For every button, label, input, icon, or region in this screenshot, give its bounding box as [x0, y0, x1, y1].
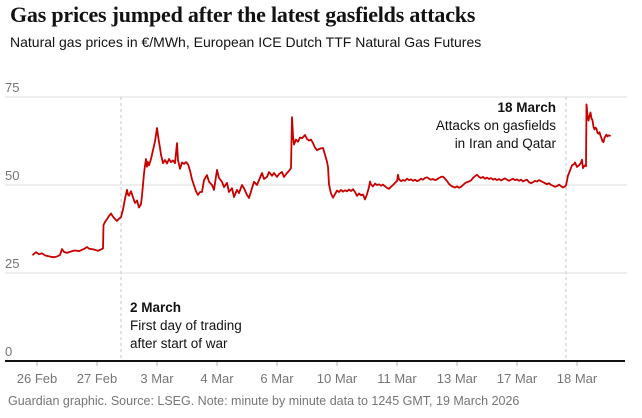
annotation-text: Attacks on gasfields [435, 118, 556, 133]
y-tick-label-50: 50 [5, 168, 20, 183]
annotation-text: First day of trading [130, 318, 242, 333]
x-tick-label: 18 Mar [556, 371, 598, 386]
x-tick-label: 27 Feb [76, 371, 118, 386]
price-series-line [32, 103, 611, 259]
x-tick-label: 3 Mar [140, 371, 174, 386]
chart-subtitle: Natural gas prices in €/MWh, European IC… [10, 34, 482, 50]
y-tick-label-75: 75 [5, 80, 20, 95]
x-tick-label: 13 Mar [436, 371, 478, 386]
x-tick-label: 17 Mar [496, 371, 538, 386]
annotation-2-march: 2 March First day of trading after start… [130, 299, 242, 353]
y-tick-label-0: 0 [5, 344, 13, 359]
y-tick-label-25: 25 [5, 256, 20, 271]
source-note: Guardian graphic. Source: LSEG. Note: mi… [8, 394, 520, 408]
annotation-18-march: 18 March Attacks on gasfields in Iran an… [436, 99, 556, 153]
annotation-text: in Iran and Qatar [454, 136, 556, 151]
x-tick-label: 26 Feb [16, 371, 58, 386]
x-tick-label: 11 Mar [377, 371, 417, 386]
annotation-date: 2 March [130, 300, 182, 315]
x-tick-label: 4 Mar [200, 371, 234, 386]
chart-title: Gas prices jumped after the latest gasfi… [10, 2, 476, 27]
x-tick-label: 10 Mar [316, 371, 358, 386]
annotation-date: 18 March [497, 100, 556, 115]
x-tick-label: 6 Mar [260, 371, 294, 386]
annotation-text: after start of war [130, 336, 228, 351]
